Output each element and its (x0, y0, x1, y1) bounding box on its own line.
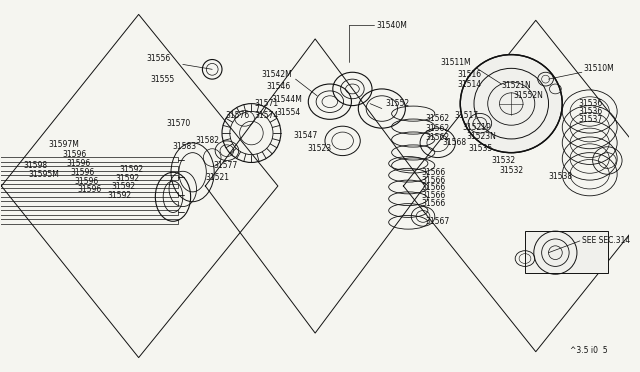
Text: 31597M: 31597M (49, 140, 79, 149)
Text: 31577: 31577 (213, 161, 237, 170)
Text: 31544M: 31544M (271, 95, 302, 104)
Text: 31570: 31570 (166, 119, 190, 128)
Text: 31517: 31517 (454, 111, 479, 120)
Text: 31596: 31596 (66, 159, 90, 168)
Bar (0, 183, 178, 189)
Text: 31562: 31562 (425, 124, 449, 133)
Bar (0, 166, 178, 171)
Text: 31566: 31566 (421, 176, 445, 185)
Text: 31567: 31567 (425, 217, 449, 226)
Text: 31540M: 31540M (376, 21, 407, 30)
Text: 31596: 31596 (78, 185, 102, 195)
Bar (0, 192, 178, 197)
Bar (0, 210, 178, 215)
Text: 31532: 31532 (499, 166, 524, 175)
Text: 31596: 31596 (74, 177, 98, 186)
Text: 31523N: 31523N (466, 132, 496, 141)
Text: 31574: 31574 (254, 111, 278, 120)
Text: 31592: 31592 (115, 174, 140, 183)
Text: 31598: 31598 (23, 161, 47, 170)
Text: 31576: 31576 (225, 111, 249, 120)
Text: 31592: 31592 (108, 191, 131, 200)
Bar (525, 231, 609, 273)
Text: 31552: 31552 (386, 99, 410, 108)
Text: 31536: 31536 (578, 107, 602, 116)
Text: 31556: 31556 (147, 54, 171, 63)
Text: 31552N: 31552N (513, 91, 543, 100)
Text: 31510M: 31510M (584, 64, 614, 73)
Text: 31555: 31555 (150, 75, 175, 84)
Bar (0, 175, 178, 180)
Text: 31521: 31521 (205, 173, 229, 182)
Text: 31592: 31592 (111, 183, 135, 192)
Text: 31547: 31547 (294, 131, 318, 141)
Text: 31582: 31582 (196, 137, 220, 145)
Text: 31523: 31523 (307, 144, 332, 153)
Text: 31537: 31537 (578, 115, 602, 124)
Bar (0, 201, 178, 206)
Text: ^3.5 i0  5: ^3.5 i0 5 (570, 346, 608, 355)
Text: 31542M: 31542M (261, 70, 292, 79)
Text: 31596: 31596 (70, 168, 94, 177)
Bar (0, 219, 178, 224)
Ellipse shape (460, 55, 563, 153)
Text: 31568: 31568 (443, 138, 467, 147)
Text: 31562: 31562 (425, 114, 449, 123)
Text: 31521N: 31521N (502, 81, 531, 90)
Text: 31514: 31514 (458, 80, 481, 89)
Text: 31511M: 31511M (441, 58, 471, 67)
Text: 31521P: 31521P (462, 123, 491, 132)
Text: 31592: 31592 (119, 165, 143, 174)
Text: 31583: 31583 (172, 142, 196, 151)
Text: 31536: 31536 (578, 99, 602, 108)
Text: 31546: 31546 (266, 83, 291, 92)
Text: 31535: 31535 (468, 144, 492, 153)
Text: 31532: 31532 (492, 156, 516, 165)
Text: 31566: 31566 (421, 199, 445, 208)
Text: 31571: 31571 (254, 99, 278, 108)
Text: 31596: 31596 (62, 150, 86, 159)
Text: 31595M: 31595M (29, 170, 60, 179)
Text: 31566: 31566 (421, 168, 445, 177)
Text: 31562: 31562 (425, 134, 449, 142)
Text: 31554: 31554 (276, 108, 300, 117)
Text: 31516: 31516 (458, 70, 481, 79)
Bar (0, 157, 178, 162)
Text: 31538: 31538 (548, 172, 573, 181)
Text: 31566: 31566 (421, 191, 445, 200)
Text: SEE SEC.314: SEE SEC.314 (582, 237, 630, 246)
Text: 31566: 31566 (421, 183, 445, 192)
